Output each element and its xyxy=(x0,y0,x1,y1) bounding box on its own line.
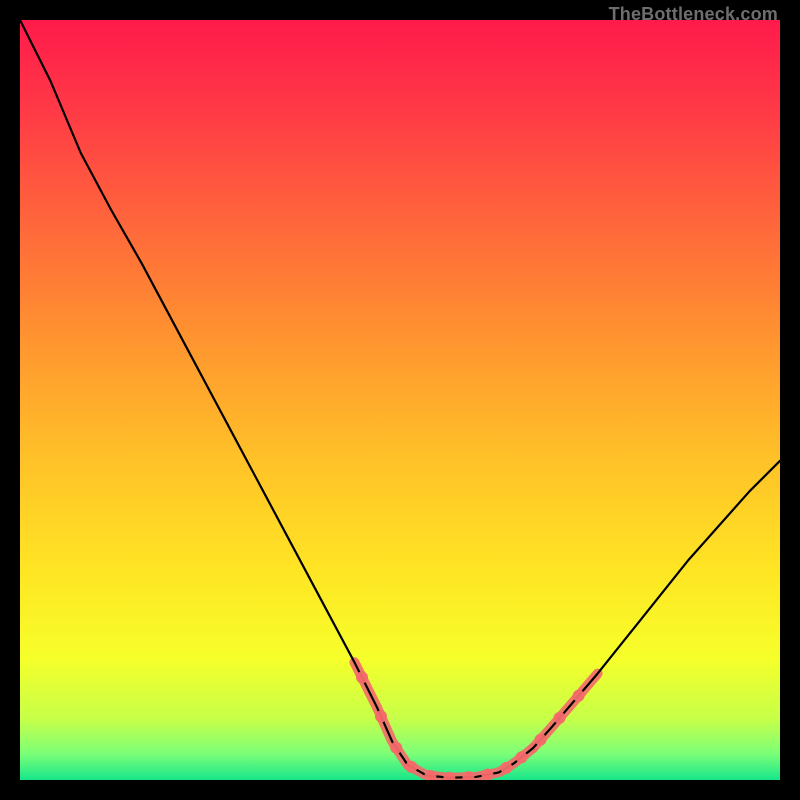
highlight-dot xyxy=(356,671,368,683)
curve-layer xyxy=(20,20,780,780)
watermark-text: TheBottleneck.com xyxy=(609,4,778,25)
chart-frame: TheBottleneck.com xyxy=(0,0,800,800)
highlight-dot xyxy=(500,762,512,774)
plot-area xyxy=(20,20,780,780)
highlight-dot xyxy=(390,742,402,754)
highlight-dot xyxy=(405,761,417,773)
highlight-dot xyxy=(573,690,585,702)
bottleneck-curve xyxy=(20,20,780,778)
highlight-dot xyxy=(554,712,566,724)
highlight-dot xyxy=(375,710,387,722)
highlight-dot xyxy=(516,751,528,763)
highlight-dot xyxy=(535,734,547,746)
